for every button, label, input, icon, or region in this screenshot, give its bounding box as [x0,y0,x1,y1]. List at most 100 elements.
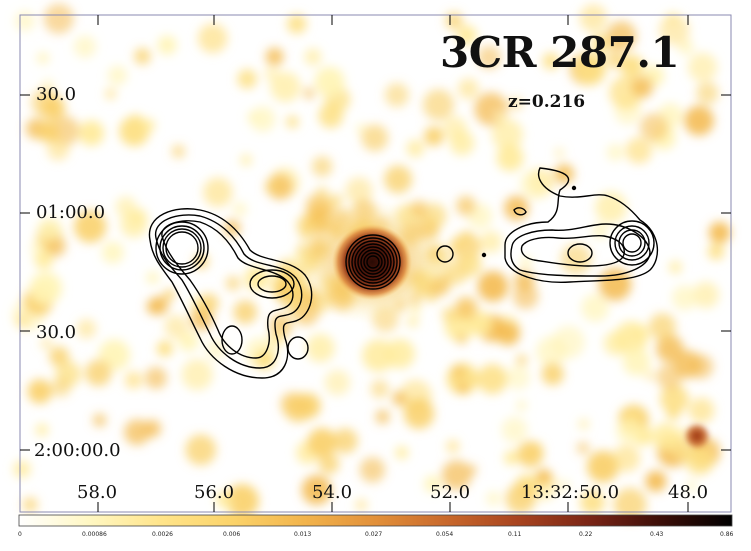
emission-blob [13,460,31,478]
emission-blob [491,119,523,151]
ra-label-2: 56.0 [194,482,235,503]
emission-blob [474,92,508,126]
emission-blob [645,470,667,492]
emission-blob [519,169,551,200]
emission-blob [392,391,407,406]
emission-blob [34,250,54,270]
emission-blob [509,97,523,111]
emission-blob [286,115,299,129]
colorbar-tick-label: 0.013 [294,531,312,538]
emission-blob [332,428,358,454]
emission-blob [318,453,340,474]
emission-blob [264,179,280,195]
emission-blob [240,154,253,167]
emission-blob [85,359,112,387]
emission-blob [587,450,619,483]
emission-blob [149,295,169,315]
emission-blob [457,383,469,394]
emission-blob [193,253,209,269]
emission-blob [456,25,477,46]
emission-blob [345,177,373,205]
emission-blob [625,137,652,164]
emission-blob [105,88,117,100]
emission-blob [301,475,332,505]
emission-blob [441,307,457,323]
emission-blob [269,313,293,337]
emission-blob [76,319,97,339]
ra-label-3: 54.0 [312,482,353,503]
emission-blob [233,300,258,324]
emission-blob [536,469,552,485]
emission-blob [579,4,608,32]
emission-blob [45,236,66,257]
emission-blob [92,413,107,427]
emission-blob [541,363,564,386]
emission-blob [43,3,74,34]
emission-blob [157,35,177,55]
ra-label-5: 13:32:50.0 [521,482,620,503]
emission-blob [576,441,590,455]
emission-blob [457,78,479,100]
emission-blob [580,489,605,515]
emission-blob [164,314,188,339]
emission-blob [592,223,608,239]
emission-blob [303,87,316,100]
emission-blob [185,434,217,466]
hotspot-blob [686,425,708,447]
emission-blob [622,347,651,376]
emission-blob [304,48,322,66]
emission-blob [307,428,337,457]
emission-blob [265,47,284,66]
emission-blob [232,202,248,217]
ra-label-4: 52.0 [430,482,471,503]
emission-blob [250,106,276,132]
emission-blob [314,66,345,97]
emission-blob [254,349,275,370]
emission-blob [684,105,714,136]
emission-blob [688,52,718,82]
emission-blob [316,186,328,198]
emission-blob [648,313,676,341]
redshift-label: z=0.216 [508,92,586,112]
emission-blob [542,52,560,70]
emission-blob [142,118,156,132]
emission-blob [197,23,228,54]
emission-blob [449,238,463,252]
emission-blob [505,483,536,514]
emission-blob [554,147,565,159]
colorbar-tick-label: 0.027 [365,531,383,538]
emission-blob [616,418,642,444]
colorbar [18,514,733,527]
emission-blob [668,260,682,274]
map-border [19,14,732,513]
emission-blob [119,116,150,147]
emission-blob [324,369,351,396]
emission-blob [560,243,592,275]
emission-blob [552,325,585,359]
emission-blob [505,365,531,390]
emission-blob [645,370,656,381]
emission-blob [606,143,624,161]
emission-blob [708,221,731,244]
emission-blob [696,82,719,105]
emission-blob [384,165,413,194]
emission-blob [595,191,627,224]
emission-blob [225,484,259,518]
emission-blob [686,480,698,492]
emission-blob [47,138,70,161]
emission-blob [558,479,571,492]
emission-blob [287,14,307,34]
emission-blob [107,65,128,86]
emission-blob [673,350,702,379]
emission-blob [516,354,528,366]
emission-blob [520,256,532,268]
ra-label-6: 48.0 [668,482,709,503]
emission-blob [574,53,607,86]
emission-blob [659,14,690,46]
emission-blob [590,33,612,54]
emission-blob [517,441,544,468]
colorbar-tick-label: 0.43 [650,531,664,538]
emission-blob [578,418,590,430]
emission-blob [406,139,425,158]
